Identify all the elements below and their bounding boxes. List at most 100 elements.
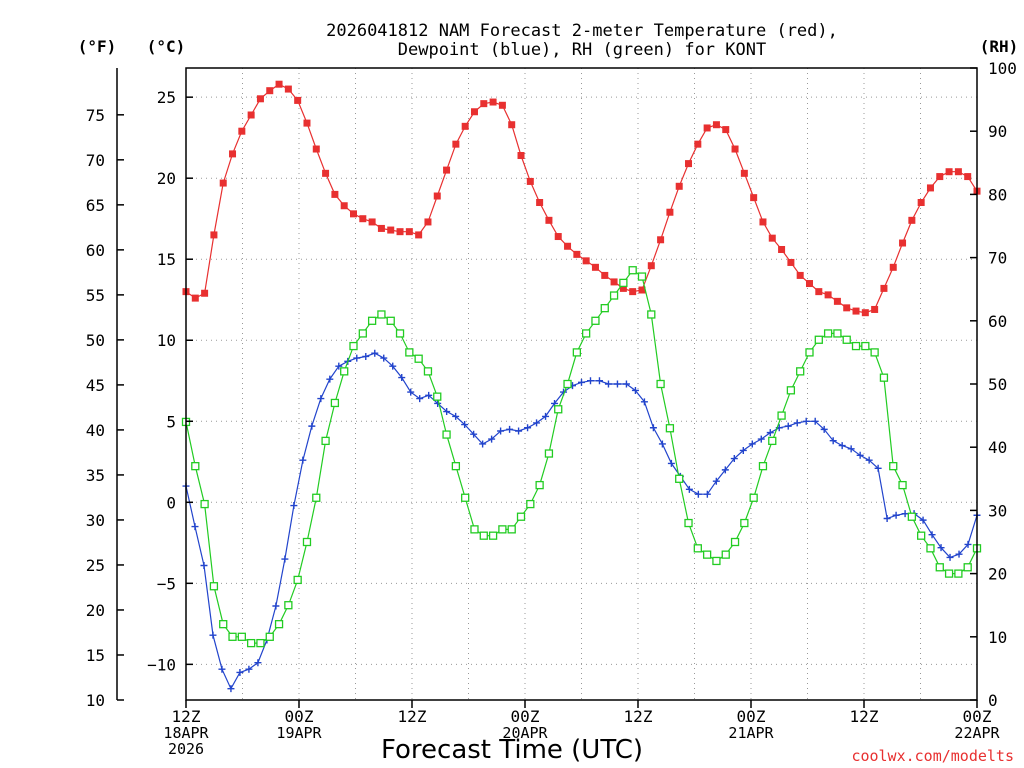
temperature-point <box>303 119 311 127</box>
rh-point <box>340 367 349 376</box>
dewpoint-point <box>928 531 936 539</box>
temperature-point <box>405 228 413 236</box>
x-tick-label: 12Z <box>850 707 879 726</box>
temperature-point <box>247 111 255 119</box>
dewpoint-point <box>595 377 603 385</box>
rh-point <box>479 531 488 540</box>
temperature-point <box>759 218 767 226</box>
rh-point <box>758 462 768 471</box>
chart-title-line-2: Dewpoint (blue), RH (green) for KONT <box>398 40 766 60</box>
rh-point <box>488 531 498 540</box>
x-tick-label: 00Z <box>737 707 766 726</box>
dewpoint-point <box>371 349 379 357</box>
dewpoint-point <box>218 665 226 673</box>
rh-point <box>907 512 917 521</box>
dewpoint-point <box>784 422 792 430</box>
dewpoint-point <box>712 477 720 485</box>
rh-point <box>693 544 702 553</box>
dewpoint-point <box>721 466 729 474</box>
celsius-tick-label: 0 <box>166 493 176 512</box>
dewpoint-point <box>649 424 657 432</box>
rh-point <box>367 316 377 325</box>
temperature-point <box>852 307 860 315</box>
celsius-tick-label: 25 <box>157 88 176 107</box>
fahrenheit-tick-label: 60 <box>86 241 105 260</box>
rh-point <box>461 493 470 502</box>
temperature-point <box>722 126 730 134</box>
fahrenheit-tick-label: 70 <box>86 151 105 170</box>
rh-point <box>591 316 600 325</box>
temperature-point <box>703 124 711 132</box>
dewpoint-point <box>847 445 855 453</box>
dewpoint-point <box>389 362 397 370</box>
rh-tick-label: 100 <box>988 59 1017 78</box>
rh-point <box>833 329 842 338</box>
dewpoint-point <box>730 455 738 463</box>
dewpoint-point <box>856 451 864 459</box>
dewpoint-point <box>272 602 280 610</box>
fahrenheit-tick-label: 30 <box>86 511 105 530</box>
fahrenheit-tick-label: 40 <box>86 421 105 440</box>
fahrenheit-tick-label: 45 <box>86 376 105 395</box>
rh-unit-label: (RH) <box>980 37 1019 56</box>
rh-tick-label: 70 <box>988 249 1007 268</box>
rh-point <box>740 518 749 528</box>
dewpoint-point <box>191 523 199 531</box>
dewpoint-point <box>299 456 307 464</box>
dewpoint-point <box>407 388 415 396</box>
x-tick-label: 18APR <box>163 724 209 742</box>
rh-point <box>293 575 302 585</box>
rh-point <box>656 379 665 389</box>
dewpoint-point <box>658 440 666 448</box>
temperature-point <box>610 278 618 286</box>
rh-point <box>302 537 312 547</box>
dewpoint-point <box>748 440 756 448</box>
temperature-point <box>424 218 432 226</box>
temperature-point <box>954 168 962 176</box>
temperature-point <box>517 152 525 160</box>
dewpoint-point <box>200 561 208 569</box>
temperature-point <box>322 169 330 177</box>
x-tick-label: 2026 <box>168 740 204 758</box>
dewpoint-point <box>506 425 514 433</box>
temperature-point <box>740 169 748 177</box>
rh-point <box>963 563 972 572</box>
temperature-point <box>396 228 404 236</box>
rh-point <box>219 620 228 629</box>
rh-tick-label: 10 <box>988 628 1007 647</box>
temperature-point <box>601 271 609 279</box>
dewpoint-point <box>604 380 612 388</box>
x-tick-label: 12Z <box>172 707 201 726</box>
dewpoint-point <box>254 659 262 667</box>
rh-point <box>805 348 814 357</box>
rh-point <box>898 480 907 490</box>
temperature-point <box>377 224 385 232</box>
rh-point <box>684 518 693 528</box>
temperature-point <box>694 140 702 148</box>
dewpoint-point <box>542 412 550 420</box>
dewpoint-point <box>245 665 253 673</box>
rh-point <box>237 632 246 641</box>
x-tick-label: 19APR <box>276 724 322 742</box>
rh-point <box>647 310 656 319</box>
dewpoint-point <box>209 631 217 639</box>
temperature-point <box>619 284 627 292</box>
temperature-point <box>880 284 888 292</box>
axes: 75706560555045403530252015102520151050−1… <box>86 59 1017 710</box>
dewpoint-point <box>452 412 460 420</box>
temperature-point <box>312 145 320 153</box>
rh-point <box>516 512 526 521</box>
temperature-point <box>685 160 693 168</box>
dewpoint-point <box>820 425 828 433</box>
temperature-point <box>340 202 348 210</box>
celsius-tick-label: 10 <box>157 331 176 350</box>
dewpoint-point <box>892 511 900 519</box>
dewpoint-point <box>640 398 648 406</box>
rh-tick-label: 20 <box>988 565 1007 584</box>
x-tick-label: 00Z <box>963 707 992 726</box>
temperature-point <box>591 263 599 271</box>
dewpoint-point <box>694 490 702 498</box>
dewpoint-point <box>488 435 496 443</box>
